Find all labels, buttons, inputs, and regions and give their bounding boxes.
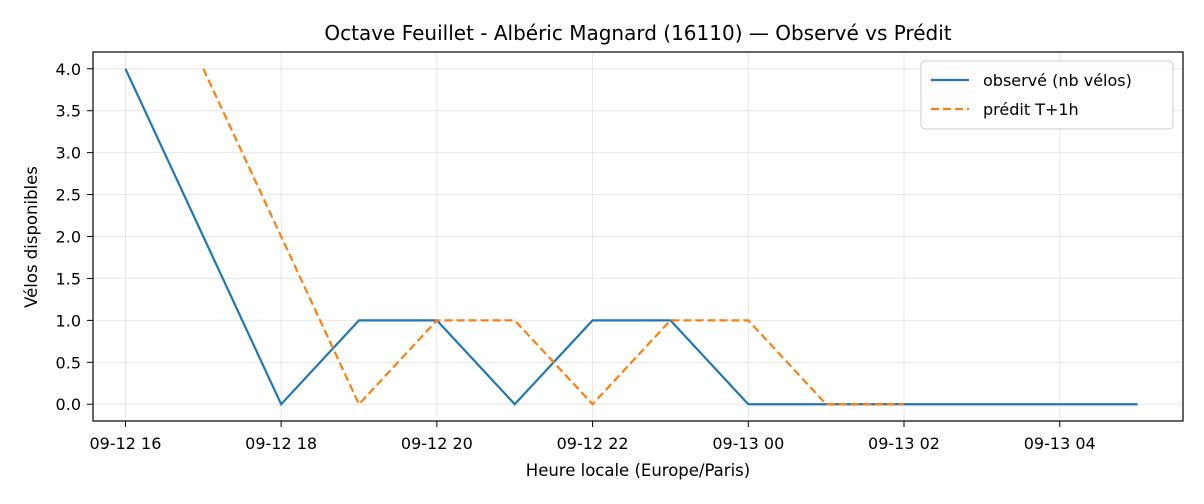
legend: observé (nb vélos) prédit T+1h (920, 60, 1174, 130)
x-tick-label: 09-12 18 (245, 434, 317, 453)
legend-label-2: prédit T+1h (983, 100, 1079, 119)
y-tick-label: 1.5 (56, 269, 81, 288)
grid-lines (93, 52, 1183, 421)
x-tick-label: 09-12 16 (89, 434, 161, 453)
axes: 09-12 16 09-12 18 09-12 20 09-12 22 09-13 00… (56, 60, 1096, 453)
y-tick-label: 4.0 (56, 60, 81, 79)
y-tick-label: 0.0 (56, 395, 81, 414)
x-tick-label: 09-12 20 (401, 434, 473, 453)
x-tick-label: 09-13 04 (1024, 434, 1096, 453)
x-tick-label: 09-12 22 (557, 434, 629, 453)
x-tick-label: 09-13 00 (712, 434, 784, 453)
y-tick-label: 2.0 (56, 228, 81, 247)
y-tick-label: 0.5 (56, 353, 81, 372)
y-tick-label: 2.5 (56, 186, 81, 205)
y-tick-label: 3.0 (56, 144, 81, 163)
legend-box (920, 60, 1174, 130)
legend-label-1: observé (nb vélos) (983, 71, 1132, 90)
y-tick-label: 3.5 (56, 102, 81, 121)
x-axis-title: Heure locale (Europe/Paris) (526, 461, 750, 480)
series-line-1 (124, 68, 1138, 407)
y-axis-title: Vélos disponibles (22, 166, 41, 308)
series-layer (124, 68, 1138, 407)
x-tick-label: 09-13 02 (868, 434, 940, 453)
chart-title: Octave Feuillet - Albéric Magnard (16110… (324, 21, 951, 45)
series-line-2 (202, 68, 905, 407)
y-tick-label: 1.0 (56, 311, 81, 330)
